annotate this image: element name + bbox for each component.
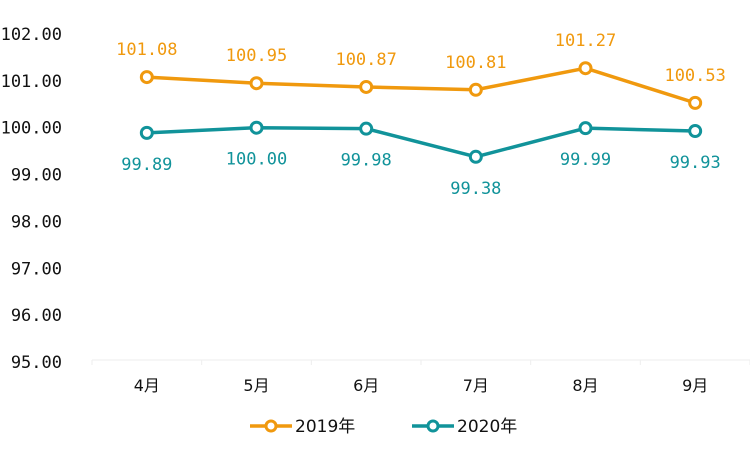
y-tick-label: 102.00 bbox=[1, 25, 62, 45]
data-label: 99.98 bbox=[341, 151, 392, 171]
data-label: 101.27 bbox=[555, 31, 616, 51]
x-tick-label: 4月 bbox=[134, 376, 160, 395]
x-tick-label: 5月 bbox=[243, 376, 269, 395]
legend-label: 2019年 bbox=[295, 417, 355, 437]
series-group: 101.08 100.95 100.87 100.81 101.27 100.53 99.8… bbox=[116, 31, 726, 199]
data-point bbox=[249, 120, 264, 135]
data-label: 100.00 bbox=[226, 150, 287, 170]
data-point bbox=[468, 82, 483, 97]
data-point bbox=[578, 121, 593, 136]
y-tick-label: 100.00 bbox=[1, 119, 62, 139]
data-point bbox=[139, 70, 154, 85]
data-point bbox=[578, 61, 593, 76]
series-2020年: 99.89 100.00 99.98 99.38 99.99 99.93 bbox=[121, 120, 721, 199]
x-tick-label: 7月 bbox=[463, 376, 489, 395]
legend-marker-icon bbox=[264, 419, 278, 433]
x-tick-label: 8月 bbox=[572, 376, 598, 395]
data-label: 100.95 bbox=[226, 46, 287, 66]
x-tick-label: 6月 bbox=[353, 376, 379, 395]
legend-item-2019年: 2019年 bbox=[250, 417, 355, 437]
data-point bbox=[688, 123, 703, 138]
legend-item-2020年: 2020年 bbox=[412, 417, 517, 437]
x-axis: 4月 5月 6月 7月 8月 9月 bbox=[91, 359, 750, 395]
data-label: 100.81 bbox=[445, 53, 506, 73]
data-label: 99.89 bbox=[121, 155, 172, 175]
data-point bbox=[359, 121, 374, 136]
x-tick-label: 9月 bbox=[682, 376, 708, 395]
legend-label: 2020年 bbox=[457, 417, 517, 437]
series-2019年: 101.08 100.95 100.87 100.81 101.27 100.53 bbox=[116, 31, 726, 110]
y-axis: 95.00 96.00 97.00 98.00 99.00 100.00 101.00 102… bbox=[1, 25, 62, 373]
data-label: 101.08 bbox=[116, 40, 177, 60]
data-point bbox=[139, 125, 154, 140]
y-tick-label: 97.00 bbox=[11, 259, 62, 279]
data-point bbox=[249, 76, 264, 91]
data-label: 100.53 bbox=[664, 66, 725, 86]
data-point bbox=[688, 95, 703, 110]
data-point bbox=[468, 149, 483, 164]
y-tick-label: 95.00 bbox=[11, 353, 62, 373]
legend: 2019年 2020年 bbox=[250, 417, 517, 437]
data-label: 99.93 bbox=[670, 153, 721, 173]
legend-marker-icon bbox=[426, 419, 440, 433]
data-label: 99.38 bbox=[450, 179, 501, 199]
y-tick-label: 99.00 bbox=[11, 166, 62, 186]
data-label: 99.99 bbox=[560, 150, 611, 170]
y-tick-label: 98.00 bbox=[11, 212, 62, 232]
data-point bbox=[359, 79, 374, 94]
y-tick-label: 101.00 bbox=[1, 72, 62, 92]
series-line bbox=[146, 66, 696, 105]
y-tick-label: 96.00 bbox=[11, 306, 62, 326]
data-label: 100.87 bbox=[335, 50, 396, 70]
series-line bbox=[146, 125, 696, 159]
